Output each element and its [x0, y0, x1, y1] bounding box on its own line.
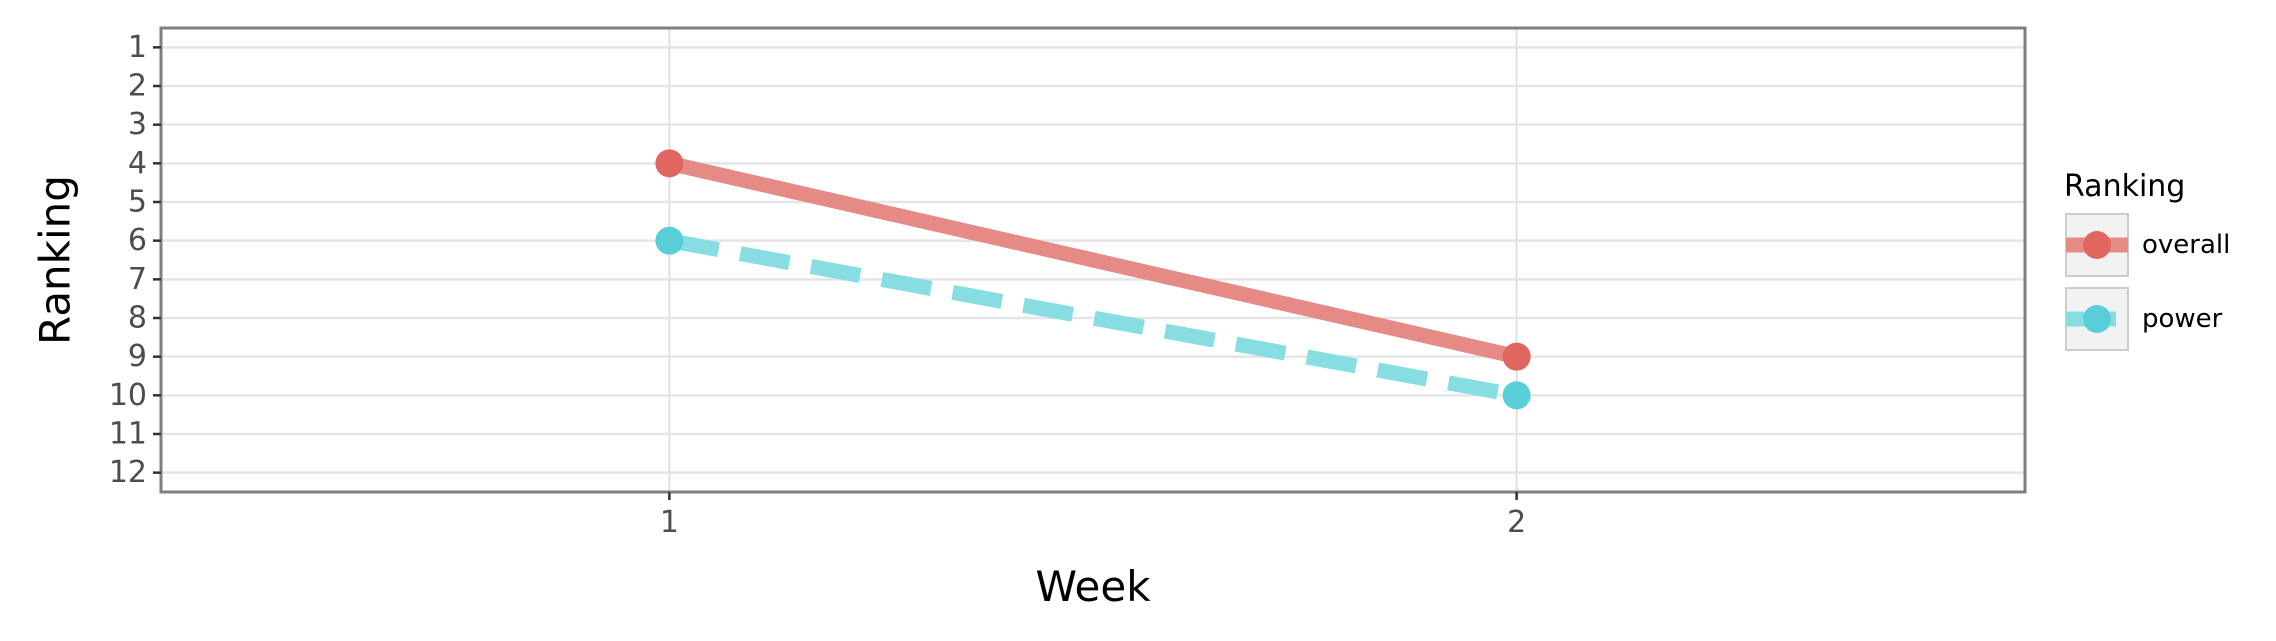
- y-tick-label: 10: [109, 378, 147, 413]
- data-point-overall: [655, 149, 684, 178]
- y-tick-label: 6: [128, 223, 147, 258]
- y-tick-label: 11: [109, 417, 147, 452]
- legend-label-overall: overall: [2142, 230, 2230, 260]
- x-axis-title: Week: [1035, 562, 1151, 611]
- grid-lines: [161, 28, 2025, 492]
- data-point-overall: [1502, 342, 1531, 371]
- y-axis-title: Ranking: [31, 175, 80, 345]
- legend-label-power: power: [2142, 304, 2223, 334]
- y-tick-label: 2: [128, 69, 147, 104]
- legend-key-marker-overall: [2083, 231, 2111, 259]
- y-tick-label: 8: [128, 301, 147, 336]
- y-tick-label: 5: [128, 185, 147, 220]
- y-tick-label: 1: [128, 30, 147, 65]
- legend-title: Ranking: [2064, 169, 2185, 204]
- x-tick-label: 2: [1507, 505, 1526, 540]
- data-point-power: [655, 226, 684, 255]
- x-tick-label: 1: [660, 505, 679, 540]
- legend: Ranking overall power: [2064, 169, 2230, 351]
- data-point-power: [1502, 381, 1531, 410]
- y-tick-label: 9: [128, 339, 147, 374]
- legend-key-marker-power: [2083, 305, 2111, 333]
- plot-panel-border: [159, 26, 2027, 494]
- y-tick-label: 12: [109, 455, 147, 490]
- y-tick-label: 7: [128, 262, 147, 297]
- series-layer: [655, 149, 1531, 410]
- series-line-overall: [667, 156, 1519, 364]
- y-tick-label: 4: [128, 146, 147, 181]
- y-tick-label: 3: [128, 107, 147, 142]
